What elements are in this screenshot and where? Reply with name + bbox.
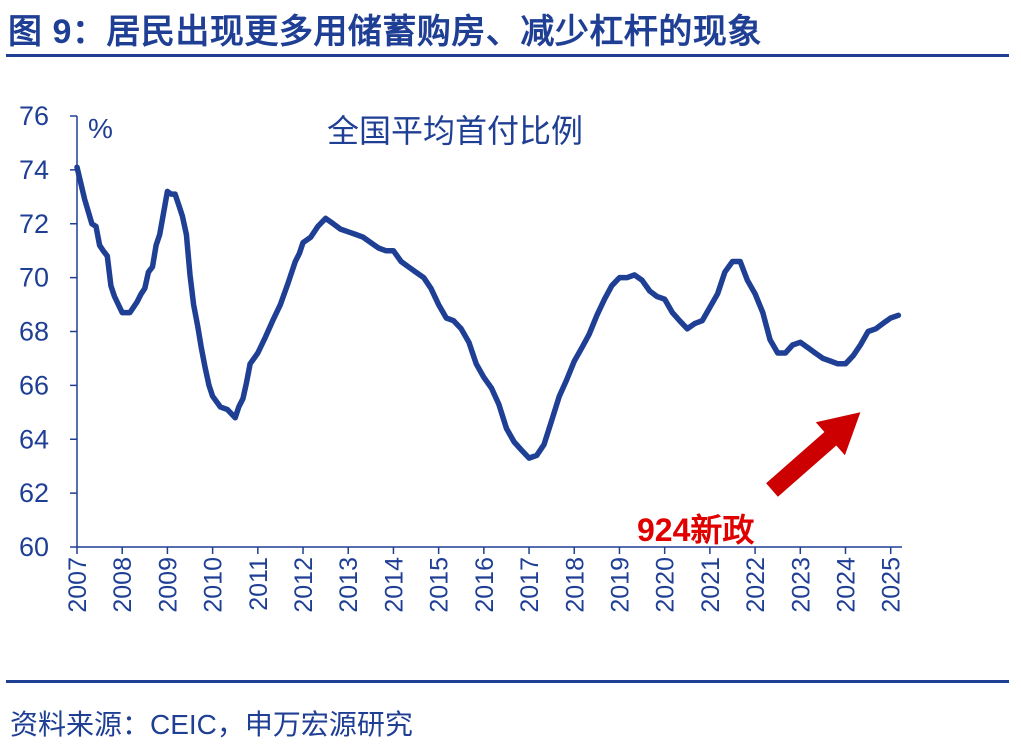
x-tick-label: 2016 xyxy=(471,557,499,613)
annotation-arrow xyxy=(766,412,861,497)
x-tick-label: 2019 xyxy=(606,557,634,613)
x-tick-label: 2011 xyxy=(245,557,273,611)
line-chart: 60 62 64 66 68 70 72 74 76 2007 2008 2009 2010 2011 20… xyxy=(19,101,906,613)
x-tick-label: 2010 xyxy=(200,557,228,613)
y-axis-unit-label: % xyxy=(88,113,113,144)
y-tick-label: 76 xyxy=(19,101,49,131)
x-tick-label: 2023 xyxy=(787,557,815,613)
x-tick-label: 2018 xyxy=(561,557,589,613)
y-tick-label: 70 xyxy=(19,263,49,293)
source-divider xyxy=(6,680,1009,683)
source-note: 资料来源：CEIC，申万宏源研究 xyxy=(10,709,413,740)
title-divider xyxy=(6,54,1009,57)
x-tick-label: 2008 xyxy=(109,557,137,613)
annotation-label: 924新政 xyxy=(637,512,754,548)
y-tick-label: 60 xyxy=(19,532,49,562)
x-tick-label: 2025 xyxy=(878,557,906,613)
y-tick-label: 66 xyxy=(19,370,49,400)
chart-ticks: 60 62 64 66 68 70 72 74 76 2007 2008 2009 2010 2011 20… xyxy=(19,101,906,613)
x-tick-label: 2021 xyxy=(697,557,725,613)
x-tick-label: 2009 xyxy=(154,557,182,613)
y-tick-label: 64 xyxy=(19,424,49,454)
y-tick-label: 74 xyxy=(19,155,49,185)
y-tick-label: 72 xyxy=(19,209,49,239)
x-tick-label: 2024 xyxy=(832,557,860,613)
x-tick-label: 2014 xyxy=(380,557,408,613)
x-tick-label: 2013 xyxy=(335,557,363,613)
figure-title: 图 9：居民出现更多用储蓄购房、减少杠杆的现象 xyxy=(8,13,762,51)
x-tick-label: 2022 xyxy=(742,557,770,613)
x-tick-label: 2012 xyxy=(290,557,318,613)
x-tick-label: 2017 xyxy=(516,557,544,613)
y-tick-label: 68 xyxy=(19,317,49,347)
y-tick-label: 62 xyxy=(19,478,49,508)
series-line-down-payment-ratio xyxy=(74,164,902,461)
chart-title: 全国平均首付比例 xyxy=(327,113,583,149)
x-tick-label: 2020 xyxy=(652,557,680,613)
x-tick-label: 2007 xyxy=(64,557,92,613)
x-tick-label: 2015 xyxy=(426,557,454,613)
annotation-924-policy: 924新政 xyxy=(637,412,861,548)
